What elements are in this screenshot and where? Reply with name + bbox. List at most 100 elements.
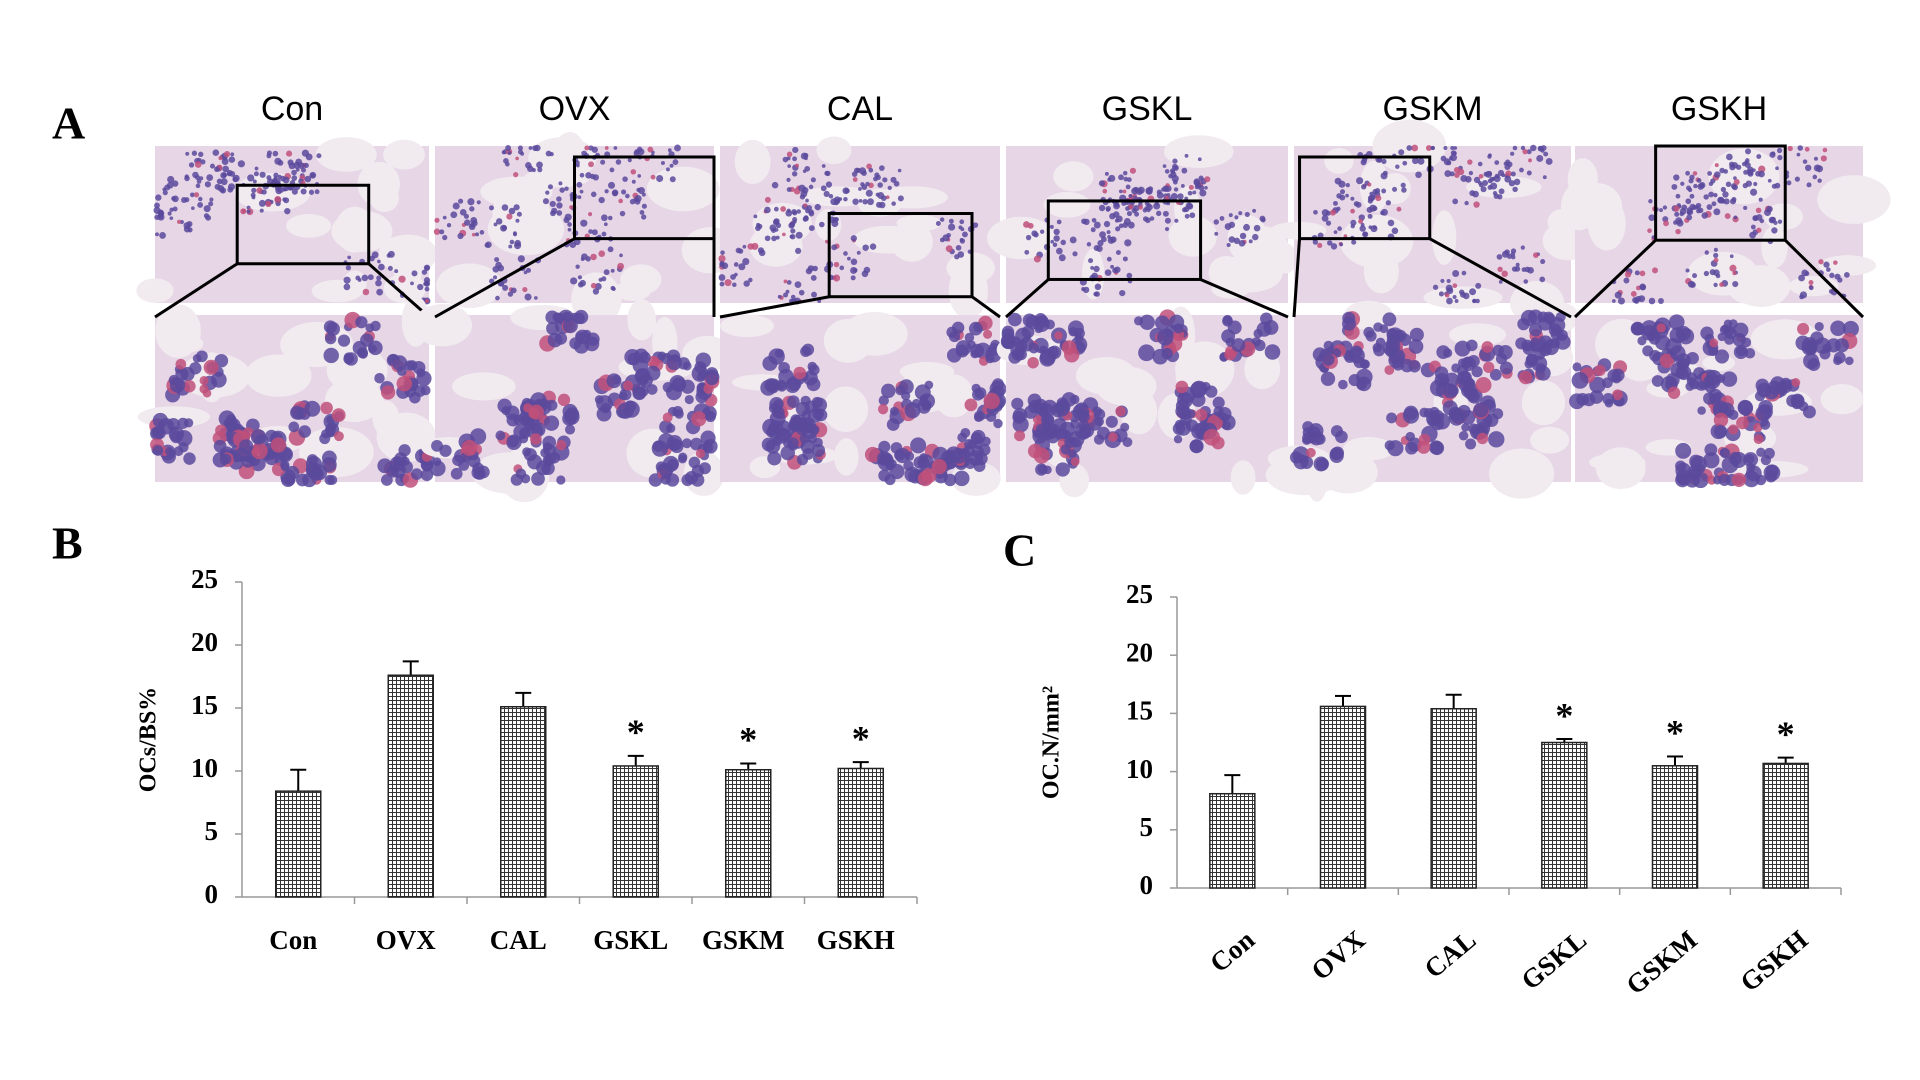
cell: [1518, 370, 1533, 385]
cell: [983, 392, 1000, 410]
bone: [734, 139, 771, 185]
cell: [1253, 224, 1261, 232]
cell: [903, 460, 914, 472]
cell: [209, 163, 215, 169]
cell: [617, 402, 634, 419]
cell: [1122, 256, 1128, 262]
cell: [742, 244, 747, 249]
cell: [1187, 190, 1193, 196]
cell: [376, 288, 384, 296]
cell: [1659, 208, 1663, 213]
cell: [613, 146, 618, 150]
cell: [1173, 435, 1183, 444]
cell: [1504, 175, 1512, 183]
cell: [769, 397, 784, 412]
cell: [501, 204, 509, 211]
cell: [320, 401, 333, 415]
cell: [1444, 372, 1460, 388]
cell: [1139, 314, 1155, 330]
bone: [986, 216, 1056, 260]
cell: [288, 421, 300, 433]
cell: [983, 329, 993, 339]
cell: [308, 189, 315, 195]
cell: [607, 246, 614, 253]
micrograph: [720, 312, 1007, 496]
cell: [761, 437, 776, 452]
cell: [282, 176, 290, 184]
cell: [196, 179, 202, 184]
cell: [1733, 176, 1737, 180]
cell: [1612, 299, 1616, 303]
cell: [1431, 145, 1436, 151]
zoom-box: [1298, 155, 1432, 241]
cell: [1015, 348, 1027, 361]
cell: [846, 256, 851, 261]
cell: [1181, 167, 1188, 174]
cell: [656, 174, 664, 183]
cell: [1329, 448, 1344, 463]
cell: [1829, 272, 1835, 279]
cell: [1820, 155, 1827, 162]
cell: [1685, 268, 1690, 273]
bone: [816, 136, 852, 165]
cell: [226, 169, 233, 176]
cell: [1402, 160, 1408, 166]
cell: [475, 232, 480, 237]
cell: [972, 222, 979, 228]
cell: [1396, 206, 1402, 212]
cell: [1194, 184, 1200, 190]
cell: [194, 161, 202, 168]
cell: [1733, 322, 1749, 338]
cell: [479, 230, 485, 235]
cell: [795, 163, 799, 168]
cell: [1723, 198, 1730, 205]
cell: [1510, 151, 1515, 156]
cell: [169, 216, 174, 220]
cell: [1737, 400, 1754, 416]
cell: [1731, 472, 1747, 488]
cell: [1351, 239, 1357, 245]
cell: [1481, 341, 1494, 353]
cell: [831, 244, 838, 251]
cell: [152, 445, 164, 456]
cell: [600, 159, 606, 165]
y-tick-label: 0: [205, 879, 219, 909]
cell: [1365, 330, 1377, 342]
cell: [1713, 171, 1721, 178]
cell: [1623, 277, 1630, 284]
cell: [775, 420, 792, 436]
cell: [1736, 416, 1749, 430]
cell: [1731, 197, 1737, 203]
x-tick-label: CAL: [1419, 924, 1482, 984]
cell: [898, 379, 914, 395]
cell: [1709, 269, 1716, 276]
cell: [805, 208, 810, 214]
cell: [247, 174, 255, 182]
cell: [283, 187, 287, 192]
cell: [609, 167, 615, 173]
cell: [1475, 298, 1480, 304]
cell: [1675, 366, 1689, 380]
cell: [1448, 406, 1462, 420]
cell: [1367, 195, 1375, 202]
cell: [1367, 213, 1373, 219]
micrograph: [1265, 300, 1579, 502]
cell: [1760, 419, 1771, 430]
cell: [579, 172, 585, 178]
cell: [220, 178, 228, 186]
cell: [1665, 373, 1680, 388]
cell: [577, 195, 582, 200]
cell: [856, 250, 861, 255]
cell: [1454, 340, 1471, 357]
bone: [1317, 451, 1378, 494]
cell: [530, 433, 542, 445]
cell: [375, 279, 382, 287]
cell: [1337, 226, 1342, 231]
cell: [1754, 390, 1766, 402]
cell: [238, 463, 255, 480]
cell: [804, 165, 811, 172]
cell: [1689, 454, 1703, 469]
panel-label: A: [52, 98, 85, 149]
cell: [1510, 248, 1517, 254]
cell: [1360, 159, 1367, 166]
